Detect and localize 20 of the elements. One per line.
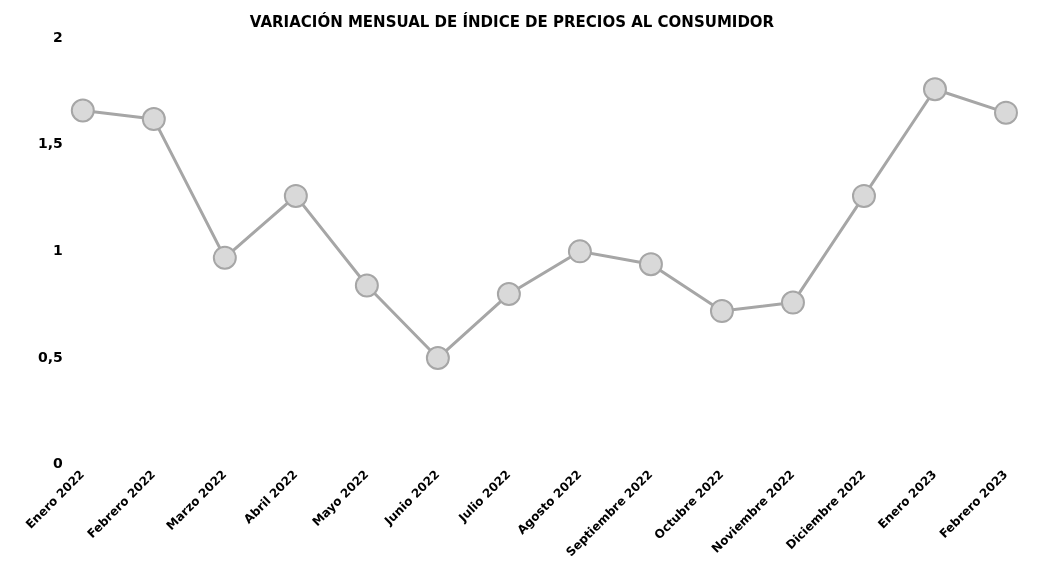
point — [70, 98, 95, 123]
point — [922, 77, 947, 102]
point — [851, 183, 876, 208]
y-tick-label: 0,5 — [37, 348, 63, 365]
point — [638, 252, 663, 277]
point — [425, 346, 450, 371]
point — [496, 282, 521, 307]
point — [780, 290, 805, 315]
point — [994, 100, 1018, 125]
chart-title: VARIACIÓN MENSUAL DE ÍNDICE DE PRECIOS AL CONSUMIDOR — [249, 11, 775, 31]
y-tick-label: 0 — [53, 455, 64, 472]
y-tick-label: 2 — [53, 28, 63, 45]
point — [283, 183, 308, 208]
point — [709, 299, 734, 324]
point — [354, 273, 379, 298]
point — [212, 245, 237, 270]
point — [567, 239, 592, 264]
y-tick-label: 1 — [53, 242, 63, 259]
point — [141, 107, 166, 132]
y-tick-label: 1,5 — [37, 135, 63, 152]
